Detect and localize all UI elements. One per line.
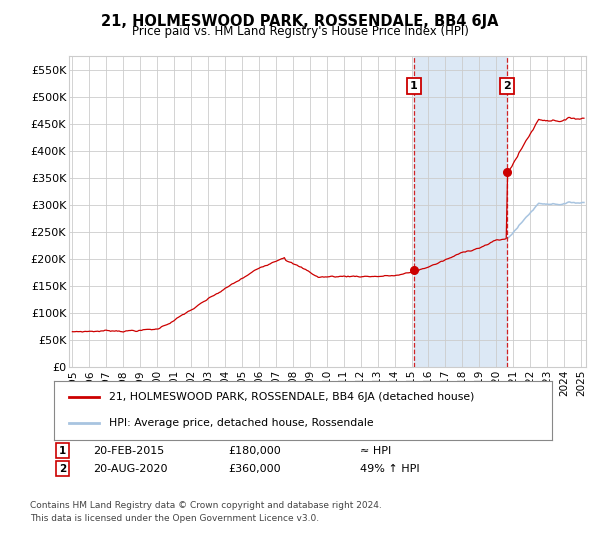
Text: 1: 1	[59, 446, 66, 456]
Text: 21, HOLMESWOOD PARK, ROSSENDALE, BB4 6JA: 21, HOLMESWOOD PARK, ROSSENDALE, BB4 6JA	[101, 14, 499, 29]
Text: Contains HM Land Registry data © Crown copyright and database right 2024.: Contains HM Land Registry data © Crown c…	[30, 501, 382, 510]
Text: 2: 2	[503, 81, 511, 91]
Text: 49% ↑ HPI: 49% ↑ HPI	[360, 464, 419, 474]
Text: HPI: Average price, detached house, Rossendale: HPI: Average price, detached house, Ross…	[109, 418, 373, 428]
Text: 2: 2	[59, 464, 66, 474]
Text: £360,000: £360,000	[228, 464, 281, 474]
Text: 1: 1	[410, 81, 418, 91]
Text: 21, HOLMESWOOD PARK, ROSSENDALE, BB4 6JA (detached house): 21, HOLMESWOOD PARK, ROSSENDALE, BB4 6JA…	[109, 392, 474, 402]
Text: ≈ HPI: ≈ HPI	[360, 446, 391, 456]
Text: 20-AUG-2020: 20-AUG-2020	[93, 464, 167, 474]
Text: This data is licensed under the Open Government Licence v3.0.: This data is licensed under the Open Gov…	[30, 514, 319, 523]
Text: Price paid vs. HM Land Registry's House Price Index (HPI): Price paid vs. HM Land Registry's House …	[131, 25, 469, 38]
Text: £180,000: £180,000	[228, 446, 281, 456]
Text: 20-FEB-2015: 20-FEB-2015	[93, 446, 164, 456]
Bar	[414, 56, 507, 367]
